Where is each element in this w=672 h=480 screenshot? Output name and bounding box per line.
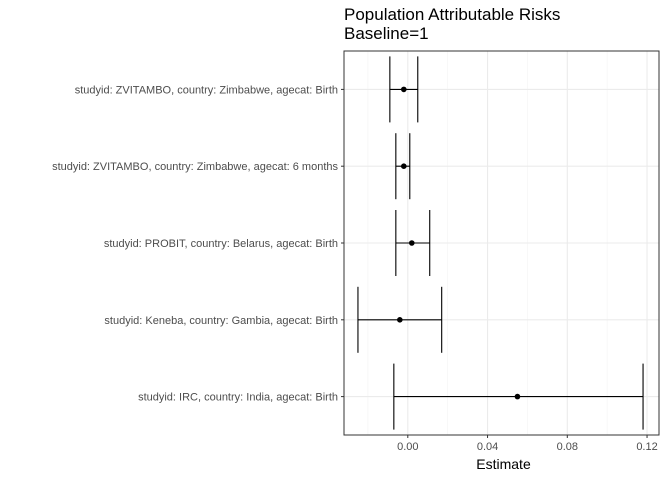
data-marks <box>357 56 644 430</box>
x-tick-label: 0.00 <box>397 441 418 453</box>
chart-title: Population Attributable Risks <box>344 5 560 24</box>
estimate-point <box>408 240 415 246</box>
estimate-point <box>514 393 521 400</box>
x-axis-label: Estimate <box>476 456 531 472</box>
x-tick-label: 0.12 <box>636 441 657 453</box>
y-tick-label: studyid: ZVITAMBO, country: Zimbabwe, ag… <box>75 84 338 96</box>
x-tick-label: 0.04 <box>477 441 498 453</box>
estimate-point <box>401 163 407 169</box>
y-axis-labels: studyid: ZVITAMBO, country: Zimbabwe, ag… <box>52 84 344 404</box>
y-tick-label: studyid: PROBIT, country: Belarus, ageca… <box>104 238 338 250</box>
y-tick-label: studyid: Keneba, country: Gambia, agecat… <box>104 315 338 327</box>
y-tick-label: studyid: ZVITAMBO, country: Zimbabwe, ag… <box>52 161 338 173</box>
x-axis: 0.00 0.04 0.08 0.12 <box>397 435 658 453</box>
plot-panel <box>343 50 660 436</box>
estimate-point <box>401 86 407 93</box>
chart-subtitle: Baseline=1 <box>344 24 429 43</box>
x-tick-label: 0.08 <box>557 441 578 453</box>
y-tick-label: studyid: IRC, country: India, agecat: Bi… <box>138 392 338 404</box>
estimate-point <box>397 317 403 323</box>
